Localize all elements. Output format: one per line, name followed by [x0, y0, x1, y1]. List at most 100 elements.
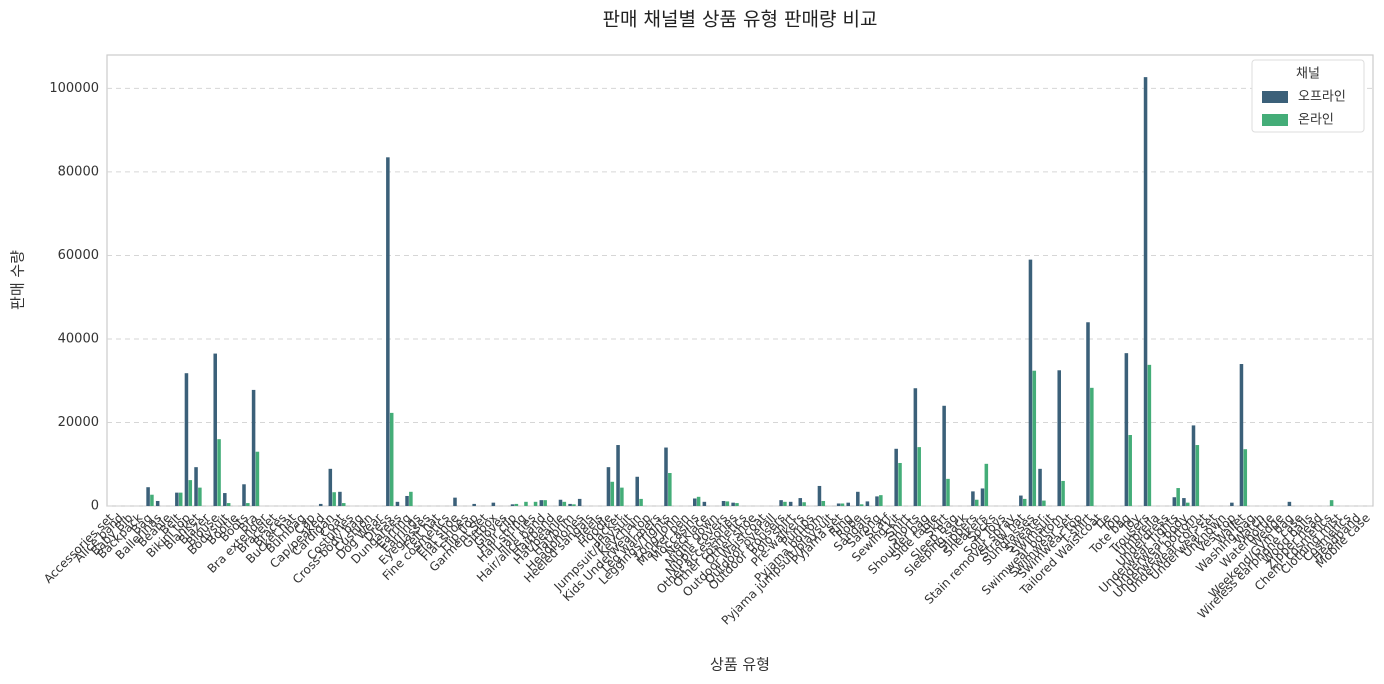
- bar: [1042, 500, 1046, 506]
- bar: [980, 488, 985, 506]
- y-tick-label: 60000: [58, 248, 99, 263]
- bar: [1086, 322, 1090, 506]
- bar: [510, 504, 515, 506]
- bar: [702, 501, 707, 506]
- bar: [875, 496, 879, 506]
- bar: [1124, 353, 1129, 506]
- bar: [491, 502, 496, 506]
- bar: [395, 501, 400, 506]
- bar: [913, 388, 918, 506]
- bar: [639, 498, 643, 506]
- bar: [735, 503, 739, 506]
- bar: [859, 504, 864, 506]
- bar: [865, 501, 870, 506]
- bar: [242, 484, 246, 506]
- bar: [1090, 387, 1094, 506]
- bar: [389, 412, 394, 506]
- bar: [620, 487, 624, 506]
- bar: [1172, 497, 1177, 506]
- bar: [246, 503, 250, 506]
- bar: [894, 448, 898, 506]
- bar: [942, 405, 946, 506]
- bar: [696, 496, 701, 506]
- legend-swatch: [1262, 91, 1288, 103]
- bar: [472, 503, 476, 506]
- bar: [405, 495, 409, 506]
- bar: [725, 501, 730, 506]
- bar: [798, 498, 803, 506]
- bar: [917, 447, 921, 506]
- bar: [984, 463, 989, 506]
- bar: [409, 491, 413, 506]
- bar: [721, 500, 726, 506]
- bar: [946, 478, 950, 506]
- bar: [971, 491, 975, 506]
- bar: [840, 503, 845, 506]
- bar: [1230, 502, 1234, 506]
- bar: [836, 503, 841, 506]
- bar: [856, 491, 860, 506]
- bar: [1143, 77, 1148, 506]
- bar: [1182, 498, 1186, 506]
- bar: [184, 373, 189, 506]
- bar: [533, 501, 538, 506]
- bar: [817, 485, 822, 506]
- bar: [1287, 501, 1292, 506]
- bar: [213, 353, 217, 506]
- legend-label: 온라인: [1298, 113, 1334, 128]
- bar: [188, 480, 193, 506]
- bar: [1329, 500, 1334, 506]
- y-tick-label: 20000: [58, 415, 99, 430]
- bar: [1032, 370, 1037, 506]
- bar: [562, 501, 567, 506]
- bar: [779, 500, 783, 506]
- bar: [338, 491, 342, 506]
- bar: [616, 445, 620, 506]
- legend-swatch: [1262, 114, 1288, 126]
- bar: [846, 502, 850, 506]
- bar: [1191, 425, 1196, 506]
- bar: [1028, 259, 1033, 506]
- bar: [1185, 502, 1190, 506]
- bar: [539, 500, 544, 506]
- bar: [175, 492, 179, 506]
- bar: [610, 481, 615, 506]
- bar: [178, 492, 183, 506]
- x-axis-label: 상품 유형: [710, 656, 770, 674]
- bar: [635, 476, 639, 506]
- bar: [198, 487, 202, 506]
- y-tick-label: 0: [91, 499, 99, 514]
- bar: [1195, 445, 1200, 506]
- bar: [332, 492, 336, 506]
- bar: [606, 467, 611, 506]
- bar: [568, 503, 572, 506]
- plot-area: [106, 54, 1374, 507]
- y-tick-label: 80000: [58, 164, 99, 179]
- bar: [879, 495, 883, 506]
- bar: [668, 473, 672, 506]
- bar: [217, 439, 221, 506]
- bar: [223, 493, 227, 506]
- bar: [251, 389, 256, 506]
- bar: [543, 500, 547, 506]
- bar: [328, 468, 333, 506]
- legend-label: 오프라인: [1298, 90, 1346, 105]
- bar: [821, 500, 826, 506]
- bar: [1176, 488, 1180, 506]
- bar: [731, 502, 735, 506]
- chart-title: 판매 채널별 상품 유형 판매량 비교: [603, 9, 878, 31]
- bar: [1239, 364, 1244, 506]
- bar: [898, 462, 902, 506]
- bar: [783, 501, 787, 506]
- bar: [146, 487, 150, 506]
- bar: [150, 494, 154, 506]
- y-axis-label: 판매 수량: [9, 250, 27, 310]
- bar: [788, 501, 793, 506]
- bar: [802, 502, 806, 506]
- bar: [524, 501, 528, 506]
- bar: [558, 499, 563, 506]
- bar: [386, 157, 390, 506]
- bar: [1243, 449, 1248, 506]
- bar: [194, 467, 198, 506]
